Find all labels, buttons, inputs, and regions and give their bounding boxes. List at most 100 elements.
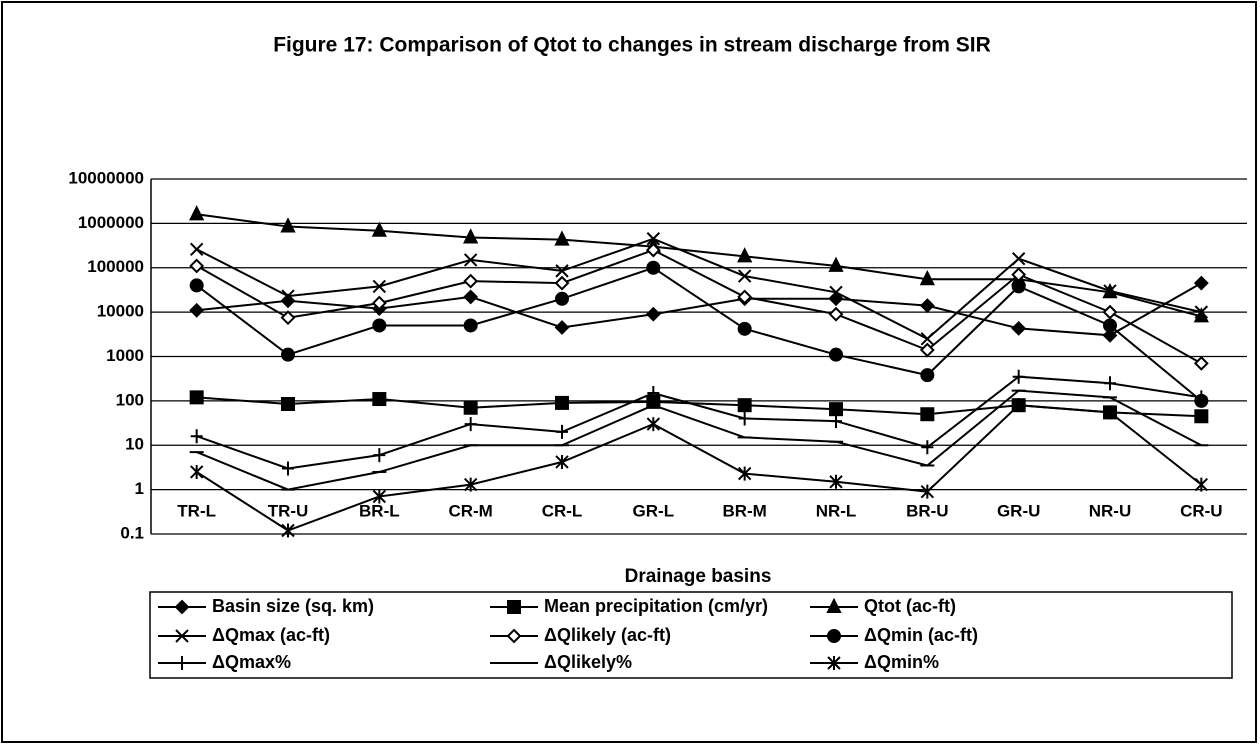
- point: [1102, 327, 1118, 343]
- series-line: [196, 237, 1202, 340]
- x-tick-label: CR-U: [1180, 501, 1223, 520]
- point: [372, 489, 387, 504]
- point: [1194, 477, 1209, 492]
- point: [647, 386, 660, 401]
- series-line: [196, 389, 1202, 491]
- y-tick-label: 0.1: [120, 523, 144, 542]
- point: [1012, 369, 1025, 384]
- point: [1193, 355, 1209, 371]
- y-tick-label: 100: [116, 390, 144, 409]
- point: [1194, 409, 1209, 424]
- point: [830, 414, 842, 429]
- legend-label: ΔQlikely (ac-ft): [544, 625, 671, 645]
- point: [555, 454, 569, 469]
- y-tick-label: 10000000: [68, 168, 144, 187]
- x-axis-label: Drainage basins: [625, 566, 772, 587]
- point: [1011, 398, 1026, 413]
- point: [555, 395, 569, 410]
- y-tick-label: 10000: [97, 302, 144, 321]
- point: [189, 464, 204, 479]
- point: [282, 461, 294, 476]
- legend-label: ΔQmax%: [212, 652, 291, 672]
- point: [464, 417, 477, 432]
- point: [1194, 305, 1209, 319]
- series-line: [196, 266, 1202, 402]
- point: [919, 270, 935, 286]
- point: [829, 347, 843, 362]
- x-tick-label: CR-M: [448, 501, 492, 520]
- point: [737, 289, 753, 305]
- legend-label: ΔQlikely%: [544, 652, 632, 672]
- point: [919, 342, 935, 358]
- point: [463, 289, 479, 305]
- point: [463, 477, 478, 492]
- point: [737, 247, 753, 263]
- x-tick-label: BR-L: [359, 501, 400, 520]
- point: [919, 298, 935, 314]
- point: [372, 318, 387, 333]
- point: [280, 217, 296, 233]
- legend-label: ΔQmin (ac-ft): [864, 625, 978, 645]
- point: [1103, 284, 1117, 298]
- y-tick-label: 10: [125, 435, 144, 454]
- point: [507, 600, 521, 614]
- point: [829, 285, 843, 299]
- point: [189, 390, 204, 405]
- point: [1195, 390, 1208, 405]
- point: [1011, 320, 1027, 336]
- point: [555, 291, 569, 306]
- point: [829, 474, 843, 489]
- point: [189, 242, 204, 257]
- point: [737, 321, 752, 336]
- point: [463, 253, 478, 267]
- legend-label: Qtot (ac-ft): [864, 596, 956, 616]
- x-tick-label: BR-M: [722, 501, 766, 520]
- point: [463, 228, 479, 244]
- point: [1011, 279, 1026, 294]
- chart-title: Figure 17: Comparison of Qtot to changes…: [273, 34, 991, 57]
- y-tick-label: 1: [135, 479, 144, 498]
- point: [555, 264, 569, 278]
- point: [1103, 405, 1117, 420]
- point: [646, 417, 661, 432]
- point: [920, 368, 935, 383]
- point: [737, 398, 752, 413]
- point: [920, 484, 935, 499]
- point: [645, 306, 661, 322]
- point: [463, 273, 479, 289]
- point: [828, 256, 844, 272]
- point: [920, 407, 935, 422]
- x-tick-label: GR-L: [633, 501, 675, 520]
- x-tick-label: TR-L: [177, 501, 216, 520]
- point: [373, 448, 386, 463]
- point: [646, 232, 661, 246]
- point: [372, 279, 387, 294]
- x-tick-label: GR-U: [997, 501, 1040, 520]
- point: [554, 275, 570, 291]
- point: [189, 278, 204, 293]
- series-line: [196, 282, 1202, 337]
- point: [921, 440, 934, 455]
- point: [281, 289, 295, 303]
- point: [189, 302, 205, 318]
- point: [737, 466, 752, 481]
- point: [554, 230, 570, 246]
- series-line: [196, 375, 1202, 470]
- point: [645, 242, 661, 258]
- point: [556, 424, 568, 439]
- y-tick-label: 100000: [87, 257, 144, 276]
- point: [174, 599, 190, 615]
- point: [826, 597, 842, 613]
- point: [175, 629, 189, 643]
- point: [463, 318, 478, 333]
- point: [828, 306, 844, 322]
- point: [281, 523, 295, 538]
- point: [827, 629, 841, 643]
- point: [738, 411, 751, 426]
- point: [371, 295, 387, 311]
- point: [1103, 318, 1117, 333]
- point: [281, 347, 295, 362]
- point: [281, 397, 295, 412]
- point: [1102, 304, 1118, 320]
